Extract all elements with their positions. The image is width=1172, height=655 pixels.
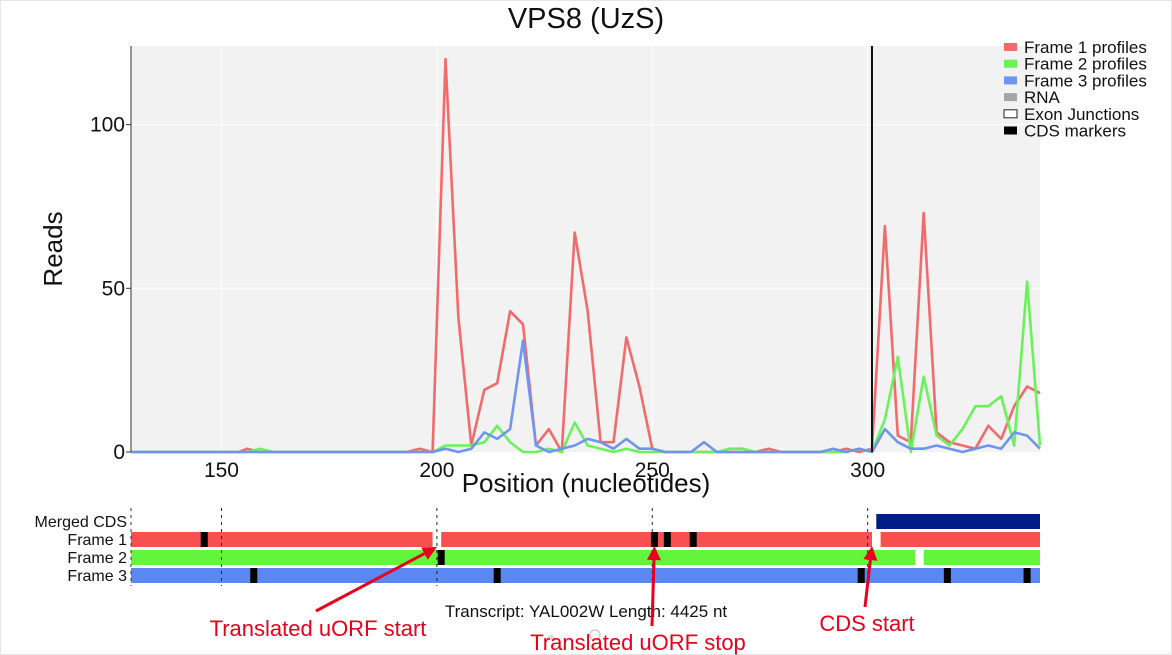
x-tick-label: 200 — [419, 459, 454, 482]
legend-label: Exon Junctions — [1024, 105, 1139, 124]
track-segment — [876, 514, 1040, 529]
legend-swatch — [1004, 93, 1017, 102]
cds-marker — [493, 568, 501, 583]
home-icon[interactable] — [545, 634, 557, 640]
modebar-icons[interactable] — [545, 629, 601, 641]
annotation-arrow-shaft — [863, 559, 872, 608]
x-axis-title: Position (nucleotides) — [462, 468, 711, 498]
exon-junction-gap — [915, 550, 924, 565]
legend-swatch — [1004, 76, 1017, 85]
annotation-label: Translated uORF stop — [530, 630, 746, 655]
track-label: Frame 1 — [67, 532, 127, 549]
legend-swatch — [1003, 109, 1018, 119]
cds-marker — [250, 568, 258, 583]
legend-label: Frame 2 profiles — [1024, 55, 1147, 74]
transcript-info: Transcript: YAL002W Length: 4425 nt — [445, 602, 728, 621]
legend-swatch — [1004, 59, 1017, 68]
annotations: Translated uORF start Translated uORF sto… — [210, 546, 915, 655]
track-label: Merged CDS — [35, 514, 127, 531]
track-label: Frame 2 — [67, 550, 127, 567]
annotation-arrow-head — [421, 547, 437, 560]
track-label: Frame 3 — [67, 568, 127, 585]
track-segment — [131, 550, 1040, 565]
annotation-arrow-head — [647, 546, 661, 561]
chart-title: VPS8 (UzS) — [508, 3, 664, 35]
legend-swatch — [1004, 126, 1017, 135]
exon-junction-gap — [432, 532, 442, 547]
legend-label: CDS markers — [1024, 122, 1126, 141]
legend-swatch — [1004, 43, 1017, 51]
series-line — [131, 339, 1041, 454]
cds-marker — [437, 550, 445, 565]
plot-background — [131, 46, 1040, 452]
zoom-icon[interactable] — [589, 629, 601, 641]
track-segment — [131, 568, 1040, 583]
y-axis-ticks: 0 50 100 — [90, 114, 131, 464]
annotation-arrow-shaft — [315, 552, 426, 613]
cds-marker — [650, 532, 658, 547]
series-line — [131, 280, 1042, 454]
x-tick-label: 250 — [635, 459, 670, 482]
x-axis-ticks: 150 200 250 300 — [204, 459, 885, 482]
x-tick-label: 300 — [850, 459, 885, 482]
x-tick-label: 150 — [204, 459, 239, 482]
y-tick-label: 0 — [113, 441, 125, 464]
series-lines — [131, 57, 1042, 454]
annotation-arrow-head — [863, 546, 878, 561]
cds-marker — [689, 532, 697, 547]
legend-label: Frame 3 profiles — [1024, 71, 1147, 90]
annotation-label: CDS start — [819, 611, 914, 636]
cds-marker — [857, 568, 865, 583]
track-segment — [131, 532, 1040, 547]
annotation-label: Translated uORF start — [210, 616, 427, 641]
exon-junction-gap — [871, 532, 881, 547]
cds-marker — [1023, 568, 1031, 583]
y-tick-label: 100 — [90, 114, 125, 137]
y-tick-label: 50 — [102, 277, 125, 300]
legend-label: RNA — [1024, 88, 1061, 107]
annotation-arrow-shaft — [650, 559, 656, 627]
cds-marker — [200, 532, 208, 547]
y-axis-title: Reads — [38, 211, 68, 286]
cds-marker — [943, 568, 951, 583]
legend-label: Frame 1 profiles — [1024, 38, 1147, 57]
cds-marker — [663, 532, 671, 547]
